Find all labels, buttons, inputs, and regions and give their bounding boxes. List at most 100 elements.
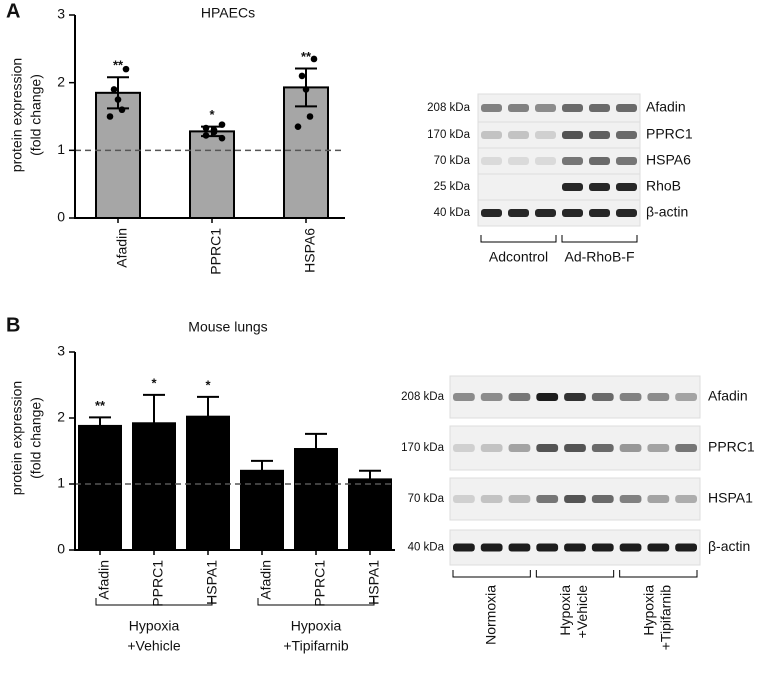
blot-band	[647, 393, 670, 401]
blot-band	[535, 131, 556, 139]
blot-band	[589, 104, 610, 112]
blot-strip	[477, 147, 641, 175]
protein-label: β-actin	[708, 538, 750, 554]
blot-band	[508, 157, 529, 165]
data-point	[122, 65, 130, 73]
blot-band	[647, 444, 670, 452]
protein-label: PPRC1	[708, 439, 755, 455]
blot-band	[536, 495, 559, 503]
blot-band	[536, 393, 559, 401]
blot-band	[535, 104, 556, 112]
error-bar	[107, 76, 129, 110]
blot-band	[481, 209, 502, 217]
lane-group-label: Hypoxia	[557, 585, 573, 636]
blot-band	[453, 543, 475, 552]
significance: *	[151, 375, 157, 390]
bar	[240, 469, 284, 551]
molecular-weight: 170 kDa	[401, 442, 444, 454]
significance: **	[301, 49, 312, 64]
protein-label: Afadin	[646, 99, 686, 115]
y-axis-label: (fold change)	[28, 397, 44, 479]
chart-title: Mouse lungs	[188, 319, 267, 335]
y-tick-label: 0	[57, 209, 65, 225]
data-point	[118, 106, 126, 114]
lane-group-label: +Vehicle	[574, 585, 590, 639]
blot-band	[616, 157, 637, 165]
lane-bracket	[619, 570, 698, 578]
axes	[74, 15, 345, 219]
bar	[95, 91, 141, 219]
blot-band	[508, 444, 531, 452]
blot-band	[619, 495, 642, 503]
y-axis-label: protein expression	[9, 381, 25, 495]
x-tick-label: HSPA1	[204, 560, 220, 605]
blot-band	[647, 543, 670, 552]
blot-band	[536, 444, 559, 452]
blot-band	[562, 104, 583, 112]
blot-band	[616, 104, 637, 112]
blot-band	[564, 495, 586, 503]
blot-band	[562, 131, 583, 139]
blot-band	[591, 495, 614, 503]
lane-group-label: +Tipifarnib	[658, 585, 674, 650]
data-point	[114, 96, 122, 103]
y-tick-label: 1	[57, 475, 65, 491]
blot-band	[481, 104, 502, 112]
blot-band	[480, 393, 503, 401]
data-point	[302, 86, 310, 93]
blot-band	[616, 183, 637, 191]
blot-band	[589, 131, 610, 139]
x-tick-label: HSPA6	[302, 228, 318, 273]
group-bracket	[95, 598, 213, 606]
molecular-weight: 170 kDa	[427, 129, 470, 141]
data-point	[310, 55, 318, 63]
error-bar	[251, 459, 273, 471]
y-tick-label: 2	[57, 409, 65, 425]
molecular-weight: 70 kDa	[434, 155, 471, 167]
significance: *	[205, 377, 211, 392]
blot-band	[508, 209, 529, 217]
blot-band	[591, 543, 614, 552]
x-tick-label: Afadin	[114, 228, 130, 268]
error-bar	[89, 416, 111, 426]
data-point	[294, 123, 302, 130]
protein-label: PPRC1	[646, 126, 693, 142]
blot-band	[453, 495, 475, 503]
blot-band	[481, 131, 502, 139]
blot-band	[616, 131, 637, 139]
y-axis-label: protein expression	[9, 58, 25, 172]
x-tick-label: Afadin	[258, 560, 274, 600]
protein-label: Afadin	[708, 388, 748, 404]
group-label: +Tipifarnib	[283, 638, 348, 654]
molecular-weight: 70 kDa	[408, 493, 445, 505]
blot-band	[508, 131, 529, 139]
y-axis-label: (fold change)	[28, 74, 44, 156]
molecular-weight: 25 kDa	[434, 181, 471, 193]
data-point	[210, 128, 218, 136]
molecular-weight: 40 kDa	[408, 542, 445, 554]
panel-label: A	[6, 0, 20, 22]
y-tick-label: 0	[57, 541, 65, 557]
molecular-weight: 208 kDa	[427, 102, 470, 114]
error-bar	[359, 469, 381, 480]
blot-band	[675, 543, 697, 552]
bar	[294, 448, 338, 551]
blot-band	[616, 209, 637, 217]
group-label: Hypoxia	[129, 618, 180, 634]
data-point	[306, 113, 314, 120]
data-point	[218, 134, 226, 142]
significance: *	[209, 107, 215, 122]
bar	[78, 424, 122, 552]
blot-band	[562, 209, 583, 217]
data-point	[202, 124, 210, 132]
group-label: +Vehicle	[127, 638, 181, 654]
bar	[132, 422, 176, 551]
blot-band	[535, 209, 556, 217]
blot-band	[564, 543, 586, 552]
blot-band	[480, 543, 503, 552]
protein-label: β-actin	[646, 204, 688, 220]
blot-strip	[477, 121, 641, 149]
blot-band	[564, 444, 586, 452]
blot-band	[480, 444, 503, 452]
